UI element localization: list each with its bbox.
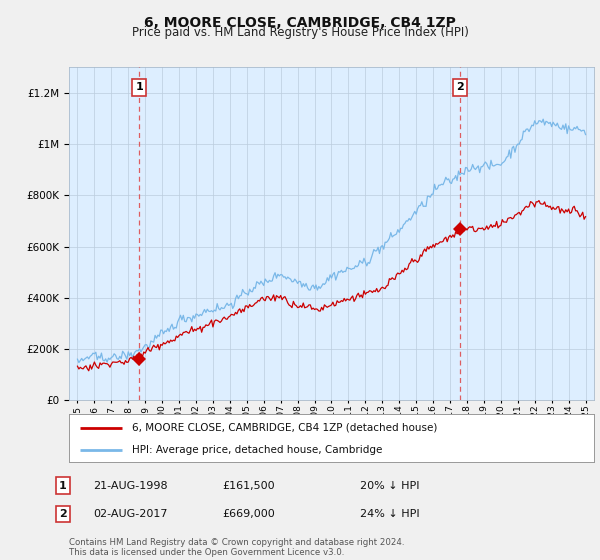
Text: £669,000: £669,000	[222, 509, 275, 519]
Text: 2: 2	[456, 82, 464, 92]
Text: 6, MOORE CLOSE, CAMBRIDGE, CB4 1ZP (detached house): 6, MOORE CLOSE, CAMBRIDGE, CB4 1ZP (deta…	[132, 423, 437, 433]
Text: 2: 2	[59, 509, 67, 519]
Text: 1: 1	[135, 82, 143, 92]
Text: £161,500: £161,500	[222, 480, 275, 491]
Text: 21-AUG-1998: 21-AUG-1998	[93, 480, 167, 491]
Text: 1: 1	[59, 480, 67, 491]
Text: 02-AUG-2017: 02-AUG-2017	[93, 509, 167, 519]
Text: 24% ↓ HPI: 24% ↓ HPI	[360, 509, 419, 519]
Text: 20% ↓ HPI: 20% ↓ HPI	[360, 480, 419, 491]
Text: Contains HM Land Registry data © Crown copyright and database right 2024.
This d: Contains HM Land Registry data © Crown c…	[69, 538, 404, 557]
Text: HPI: Average price, detached house, Cambridge: HPI: Average price, detached house, Camb…	[132, 445, 382, 455]
Text: Price paid vs. HM Land Registry's House Price Index (HPI): Price paid vs. HM Land Registry's House …	[131, 26, 469, 39]
Text: 6, MOORE CLOSE, CAMBRIDGE, CB4 1ZP: 6, MOORE CLOSE, CAMBRIDGE, CB4 1ZP	[144, 16, 456, 30]
